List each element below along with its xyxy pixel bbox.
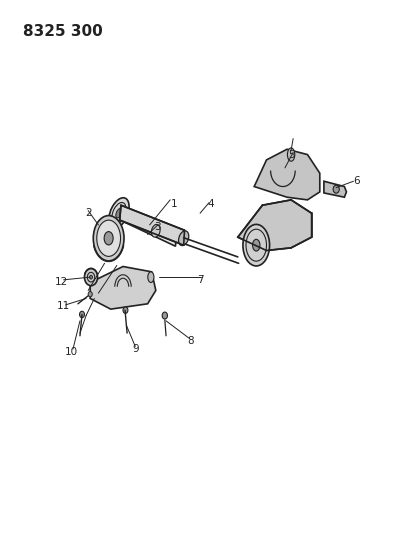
Text: 9: 9 — [132, 344, 138, 354]
Ellipse shape — [79, 311, 84, 318]
Ellipse shape — [151, 224, 160, 237]
Ellipse shape — [252, 239, 259, 251]
Ellipse shape — [108, 198, 129, 229]
Text: 4: 4 — [207, 199, 214, 208]
Text: 1: 1 — [171, 199, 177, 208]
Text: 5: 5 — [287, 150, 294, 159]
Ellipse shape — [93, 215, 124, 261]
Polygon shape — [119, 205, 184, 245]
Text: 6: 6 — [353, 176, 359, 186]
Ellipse shape — [123, 307, 128, 313]
Text: 10: 10 — [65, 347, 78, 357]
Ellipse shape — [84, 269, 97, 286]
Polygon shape — [90, 266, 155, 309]
Polygon shape — [117, 208, 176, 246]
Text: 8325 300: 8325 300 — [22, 24, 102, 39]
Text: 12: 12 — [55, 278, 68, 287]
Polygon shape — [254, 149, 319, 200]
Text: 7: 7 — [197, 275, 204, 285]
Ellipse shape — [242, 224, 269, 266]
Ellipse shape — [97, 220, 120, 256]
Text: 2: 2 — [85, 208, 91, 218]
Polygon shape — [323, 181, 346, 197]
Ellipse shape — [178, 231, 188, 246]
Ellipse shape — [115, 208, 122, 218]
Ellipse shape — [104, 231, 113, 245]
Text: 8: 8 — [187, 336, 193, 346]
Ellipse shape — [332, 185, 338, 193]
Ellipse shape — [162, 312, 167, 319]
Ellipse shape — [147, 272, 153, 282]
Polygon shape — [237, 200, 311, 251]
Ellipse shape — [88, 292, 92, 297]
Ellipse shape — [287, 148, 294, 161]
Ellipse shape — [89, 275, 92, 279]
Text: 3: 3 — [154, 222, 161, 231]
Text: 11: 11 — [57, 302, 70, 311]
